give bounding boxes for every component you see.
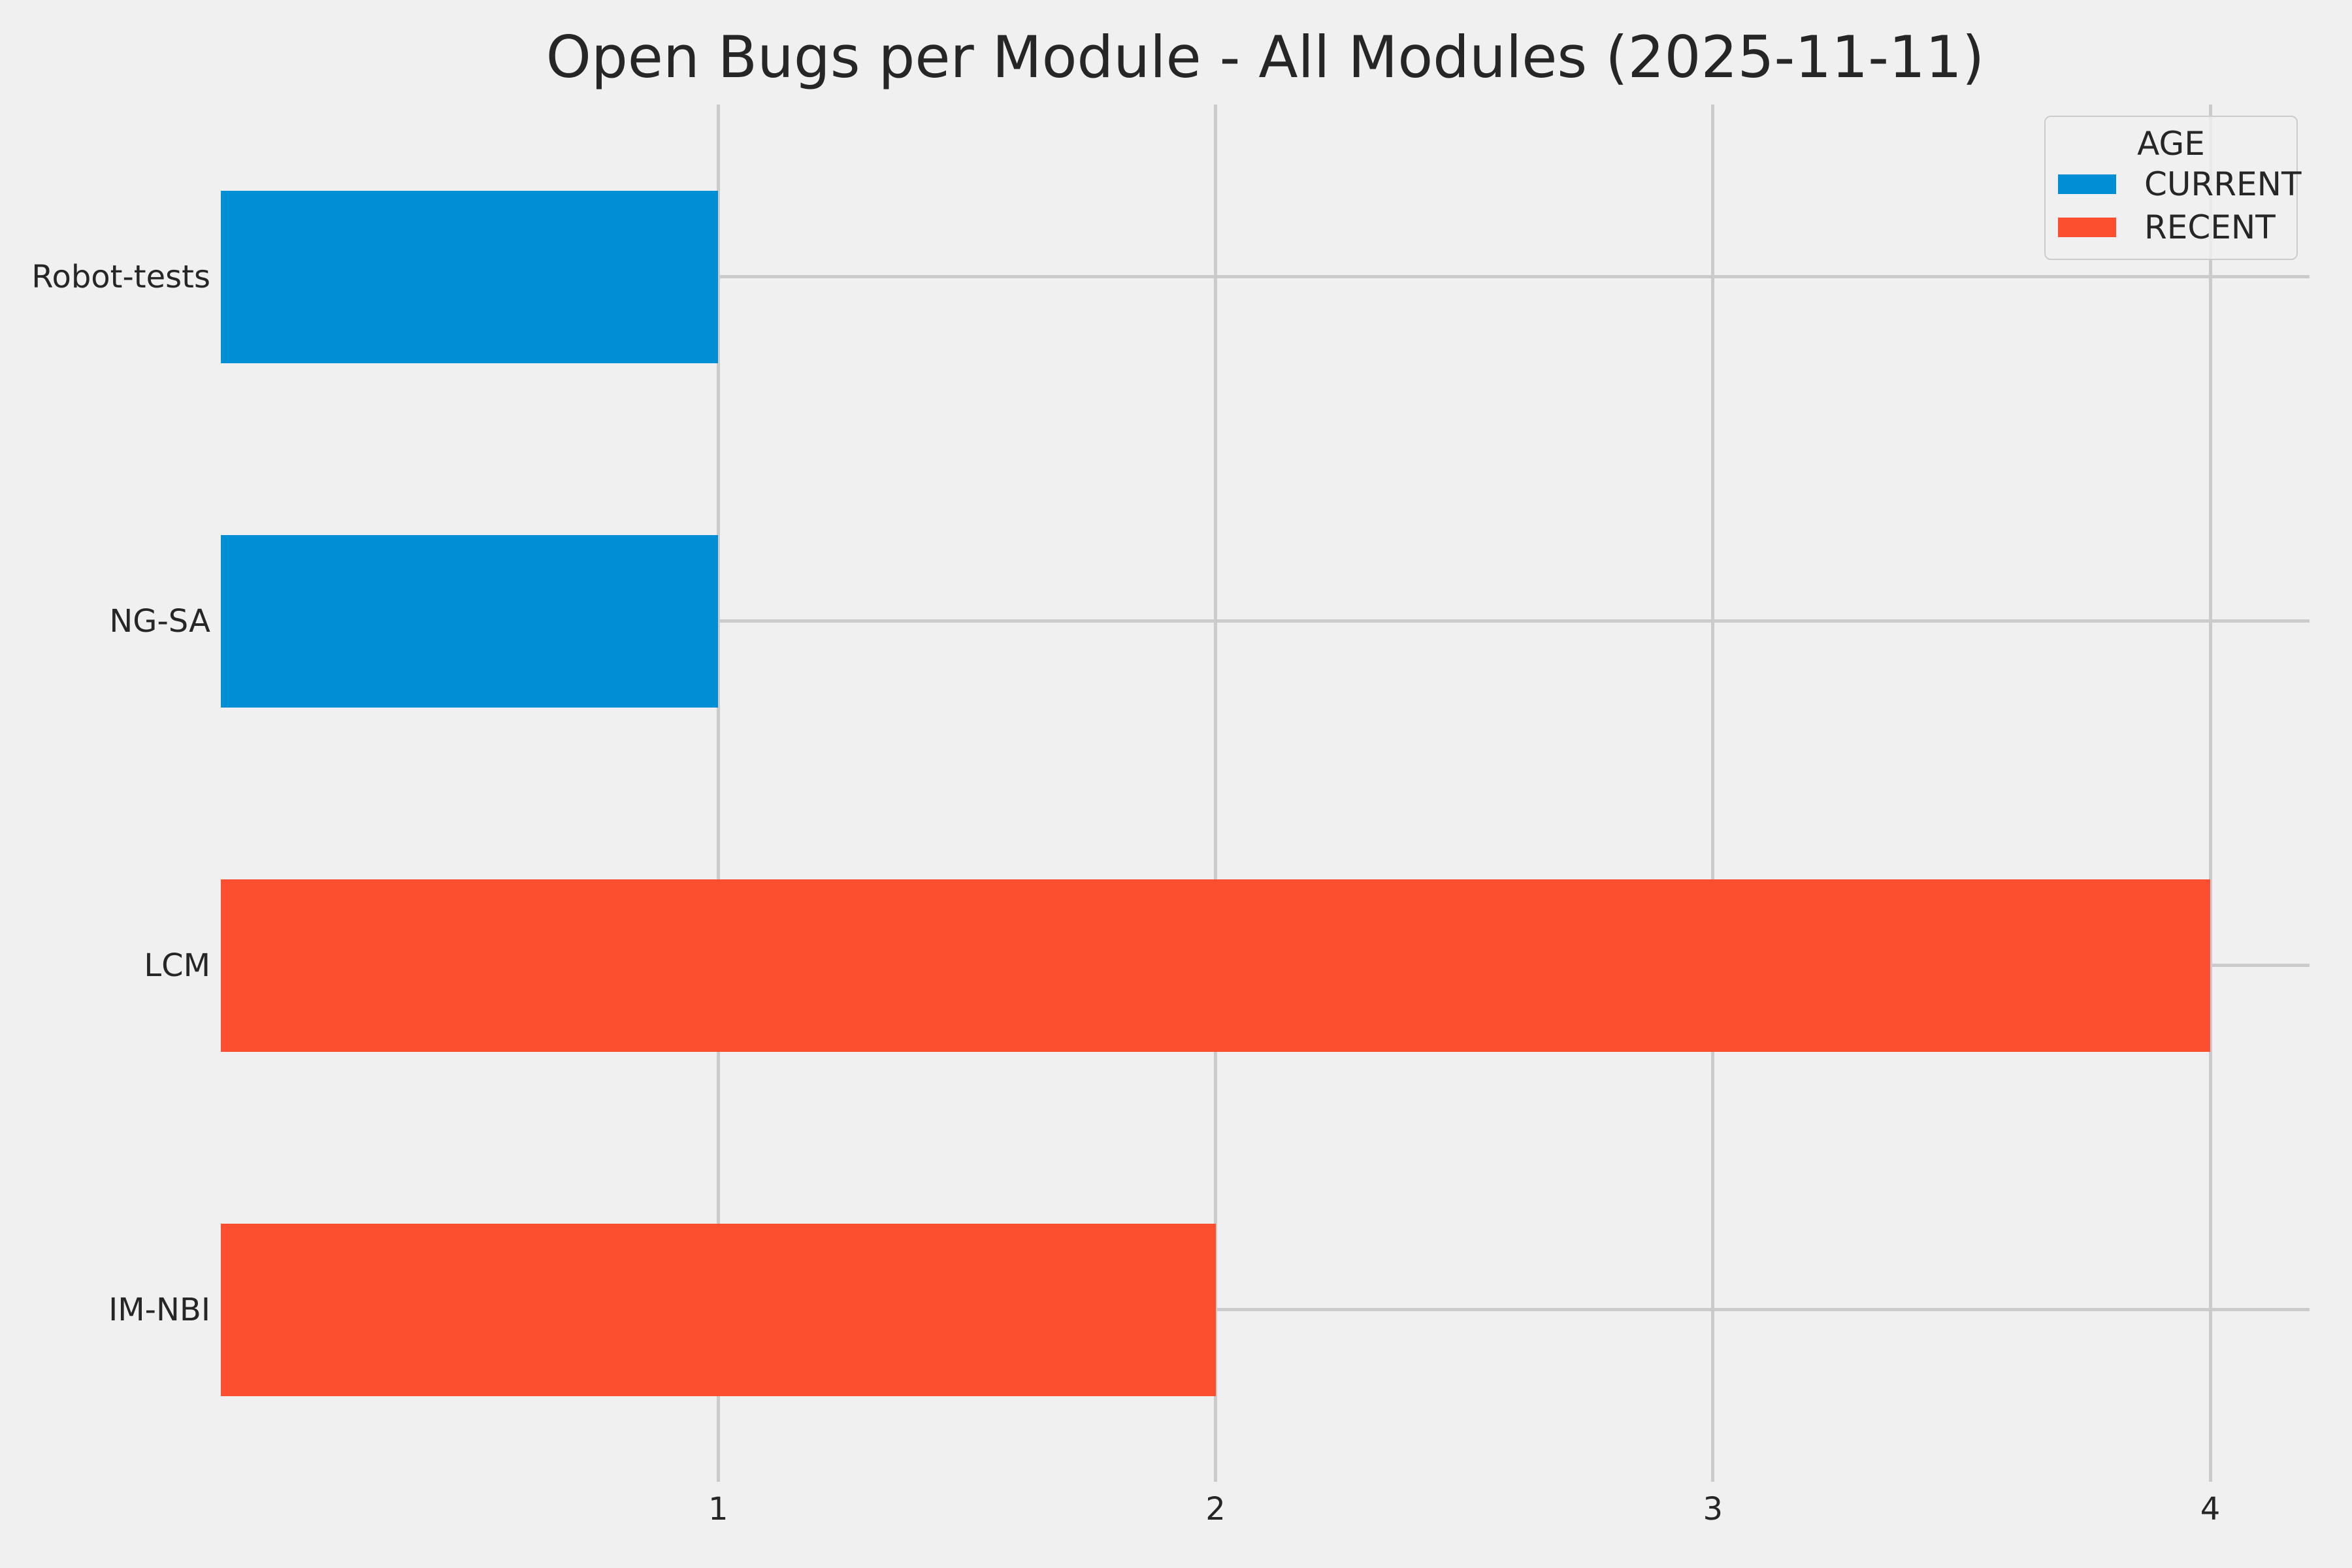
legend-items: CURRENT RECENT xyxy=(2046,163,2302,249)
y-label-im-nbi: IM-NBI xyxy=(108,1291,210,1328)
legend-entry-recent: RECENT xyxy=(2046,206,2296,249)
legend-title: AGE xyxy=(2137,125,2205,163)
legend: AGE CURRENT RECENT xyxy=(2044,116,2302,260)
x-tick-label-3: 3 xyxy=(1703,1491,1723,1527)
bar-lcm xyxy=(221,879,2210,1052)
x-gridline-2 xyxy=(1214,105,1217,1482)
bar-robot-tests xyxy=(221,190,719,363)
legend-swatch-current xyxy=(2058,174,2116,194)
legend-entry-current: CURRENT xyxy=(2046,163,2302,206)
x-tick-label-1: 1 xyxy=(708,1491,728,1527)
y-label-lcm: LCM xyxy=(144,947,210,984)
x-gridline-4 xyxy=(2208,105,2212,1482)
bar-ng-sa xyxy=(221,534,719,708)
y-gridline-im-nbi xyxy=(221,1308,2310,1311)
x-gridline-3 xyxy=(1711,105,1715,1482)
legend-label-current: CURRENT xyxy=(2144,165,2302,203)
x-gridline-1 xyxy=(716,105,720,1482)
legend-label-recent: RECENT xyxy=(2144,208,2276,246)
y-gridline-ng-sa xyxy=(221,619,2310,623)
bar-im-nbi xyxy=(221,1223,1216,1396)
chart-title: Open Bugs per Module - All Modules (2025… xyxy=(546,24,1985,91)
y-gridline-robot-tests xyxy=(221,275,2310,278)
y-label-ng-sa: NG-SA xyxy=(109,602,210,640)
x-tick-label-2: 2 xyxy=(1205,1491,1226,1527)
x-tick-label-4: 4 xyxy=(2200,1491,2221,1527)
legend-swatch-recent xyxy=(2058,218,2116,237)
y-label-robot-tests: Robot-tests xyxy=(31,258,210,295)
